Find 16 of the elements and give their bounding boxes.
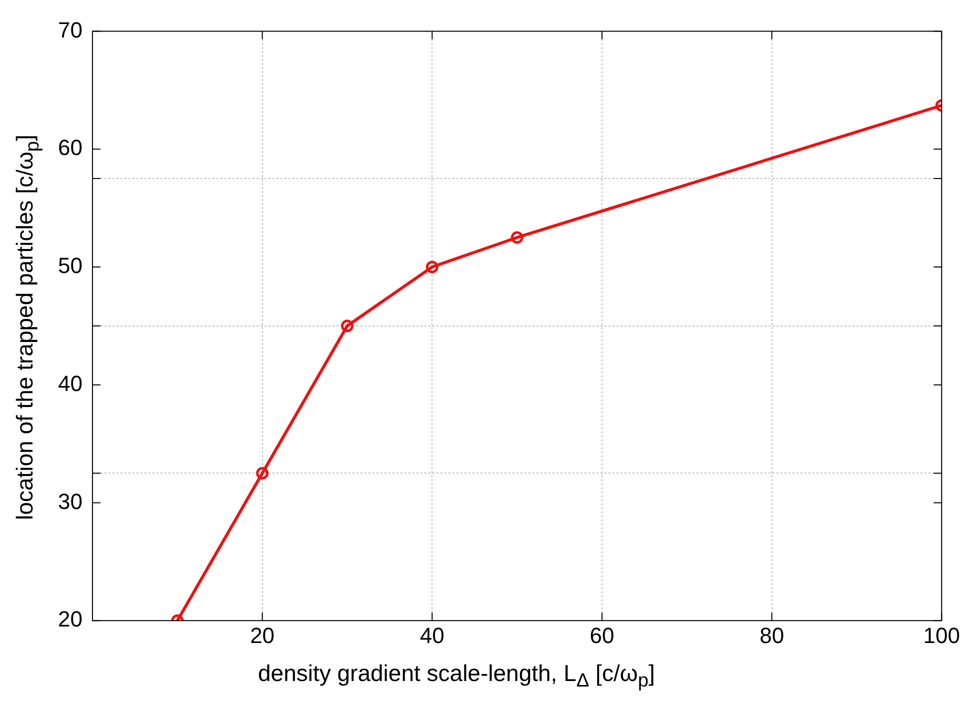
point: [510, 231, 524, 244]
x-tick-label: 40: [420, 622, 444, 648]
x-tick-label: 20: [250, 622, 275, 648]
x-tick-label: 80: [760, 622, 784, 648]
point: [256, 467, 269, 480]
y-tick-label: 30: [58, 488, 82, 514]
x-tick-label: 60: [590, 622, 614, 648]
y-tick-label: 70: [58, 17, 82, 42]
x-axis-title: density gradient scale-length, L$_{Δ}$ [c/ω$_{p}$]: [258, 660, 655, 693]
y-tick-label: 40: [58, 370, 82, 396]
point: [340, 320, 354, 332]
point: [426, 260, 438, 274]
y-tick-label: 60: [58, 135, 82, 160]
x-tick-label: 100: [923, 622, 960, 648]
y-tick-label: 50: [58, 253, 82, 278]
y-tick-label: 20: [58, 606, 82, 632]
